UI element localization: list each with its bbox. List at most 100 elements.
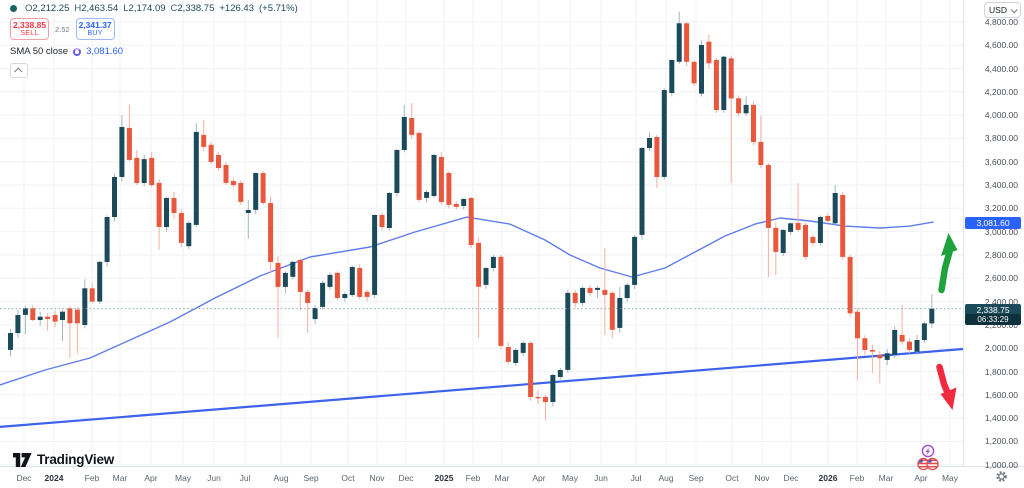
candle[interactable] [119,127,125,177]
candle[interactable] [275,263,281,287]
candle[interactable] [483,268,489,285]
candle[interactable] [699,45,704,94]
candle[interactable] [268,203,274,262]
candle[interactable] [736,98,742,114]
candle[interactable] [409,118,415,135]
candle[interactable] [60,311,65,320]
candle[interactable] [795,222,801,230]
candle[interactable] [305,291,311,303]
candle[interactable] [327,274,333,287]
candle[interactable] [572,292,578,303]
candle[interactable] [721,56,727,110]
candle[interactable] [847,256,853,314]
candle[interactable] [580,287,586,303]
candle[interactable] [713,60,719,110]
candle[interactable] [104,217,110,262]
arrow-annotation-up[interactable] [938,248,953,294]
candle[interactable] [245,210,251,213]
candle[interactable] [632,236,638,285]
candle[interactable] [15,315,21,334]
candle[interactable] [476,242,482,287]
candle[interactable] [334,272,340,298]
candle[interactable] [134,157,140,183]
candle[interactable] [52,315,58,322]
candle[interactable] [543,397,548,402]
candle[interactable] [869,349,875,352]
candle[interactable] [743,104,749,114]
candle[interactable] [216,155,221,169]
candle[interactable] [565,292,571,370]
candle[interactable] [921,323,927,341]
candle[interactable] [780,229,786,253]
candle[interactable] [178,213,184,243]
chart-settings-gear-icon[interactable] [995,470,1008,488]
candle[interactable] [386,193,392,228]
candle[interactable] [379,215,385,227]
candle[interactable] [788,223,794,232]
currency-dropdown[interactable]: USD [984,2,1021,18]
candle[interactable] [74,309,80,324]
candle[interactable] [45,316,51,319]
candle[interactable] [82,288,88,325]
candle[interactable] [238,182,244,202]
candle[interactable] [156,182,162,227]
candle[interactable] [342,294,348,298]
candle[interactable] [468,198,474,245]
candle[interactable] [929,308,935,324]
candle[interactable] [416,132,422,200]
candle[interactable] [914,340,920,352]
candle[interactable] [803,224,808,257]
candle[interactable] [505,347,511,362]
candle[interactable] [149,157,155,186]
candle[interactable] [253,173,259,210]
candle[interactable] [639,148,645,235]
candle[interactable] [684,23,690,62]
candle[interactable] [817,217,823,243]
tradingview-logo[interactable]: TradingView [13,452,114,467]
candle[interactable] [364,291,370,297]
candle[interactable] [884,353,890,360]
candle[interactable] [164,198,169,227]
candle[interactable] [855,311,860,339]
candle[interactable] [372,215,378,295]
candle[interactable] [461,199,467,206]
candle[interactable] [520,342,526,353]
candle[interactable] [899,335,905,342]
candle[interactable] [357,268,363,297]
candle[interactable] [862,338,868,350]
indicator-row[interactable]: SMA 50 close 3,081.60 [10,46,298,57]
candle[interactable] [624,284,630,298]
candle[interactable] [260,173,266,203]
candle[interactable] [557,370,563,377]
candle[interactable] [97,261,103,302]
candle[interactable] [312,308,318,320]
candle[interactable] [810,236,816,243]
candle[interactable] [186,222,192,247]
candle[interactable] [654,137,660,177]
candle[interactable] [647,138,652,148]
candle[interactable] [513,349,519,363]
candle[interactable] [602,289,608,295]
candle[interactable] [550,375,556,402]
candle[interactable] [37,316,43,320]
candle[interactable] [765,165,771,228]
arrow-annotation-down[interactable] [936,363,952,399]
price-axis[interactable]: USD 4,800.00 4,600.00 4,400.00 4,200.00 4,00… [963,0,1024,470]
candle[interactable] [201,134,207,147]
sell-button[interactable]: 2,338.85 SELL [10,18,49,40]
candle[interactable] [669,60,675,93]
candle[interactable] [89,288,95,302]
candle[interactable] [290,261,296,277]
candle[interactable] [595,287,600,290]
candle[interactable] [825,215,831,221]
candle[interactable] [676,23,682,62]
candle[interactable] [907,341,912,350]
candle[interactable] [208,144,214,162]
boost-lightning-icon[interactable] [921,444,935,458]
candle[interactable] [30,308,36,320]
candle[interactable] [126,127,132,160]
candle[interactable] [223,165,229,183]
candle[interactable] [832,193,838,224]
candle[interactable] [490,256,496,268]
candle[interactable] [587,287,593,293]
